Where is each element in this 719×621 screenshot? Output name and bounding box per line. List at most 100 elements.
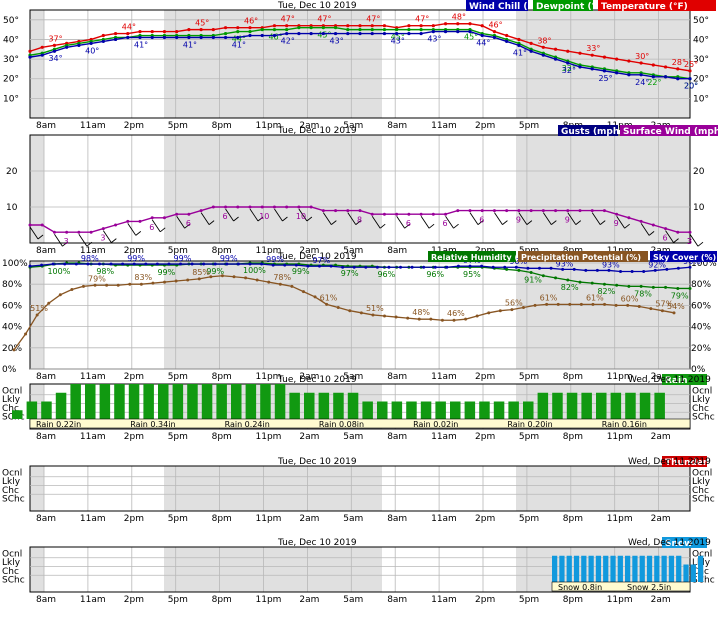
- percent-point: [81, 284, 85, 288]
- temperature-data-label: 41°: [134, 40, 148, 49]
- wind-barb: [494, 212, 503, 225]
- legend-swatch: [662, 374, 707, 385]
- percent-point: [317, 264, 321, 268]
- level-label: SChc: [2, 576, 25, 586]
- time-tick-label: 11pm: [607, 121, 633, 131]
- precip-bar: [573, 555, 580, 582]
- wind-point: [40, 223, 44, 227]
- wind-barb: [469, 212, 479, 225]
- temperature-point: [126, 31, 130, 36]
- precip-bar: [406, 401, 417, 419]
- wind-barb-flag: [648, 231, 655, 236]
- temperature-point: [456, 30, 460, 34]
- precip-bar: [260, 384, 271, 419]
- percent-data-label: 56%: [505, 299, 523, 308]
- temperature-point: [113, 31, 118, 36]
- time-tick-label: 11pm: [256, 514, 282, 524]
- precip-bar: [420, 401, 432, 419]
- percent-point: [93, 283, 97, 287]
- wind-barb-flag: [697, 241, 704, 247]
- wind-barb-flag: [355, 220, 362, 225]
- precip-bar: [216, 384, 227, 419]
- time-tick-label: 11am: [431, 595, 457, 605]
- time-tick-label: 5am: [343, 121, 363, 131]
- temperature-point: [505, 33, 509, 38]
- legend-swatch: [662, 537, 707, 548]
- wind-barb-flag: [257, 216, 264, 222]
- percent-data-label: 99%: [157, 268, 175, 277]
- temperature-point: [260, 33, 264, 38]
- time-tick-label: 8pm: [563, 432, 583, 442]
- percent-point: [248, 262, 252, 266]
- percent-point: [664, 285, 668, 289]
- wind-point: [505, 209, 509, 213]
- y-tick-label: 30°: [3, 55, 19, 65]
- percent-point: [541, 274, 545, 278]
- temperature-point: [529, 41, 533, 45]
- temperature-data-label: 22°: [647, 78, 661, 87]
- percent-point: [595, 268, 599, 272]
- time-tick-label: 5pm: [168, 372, 188, 382]
- wind-barb: [298, 208, 308, 222]
- wind-data-label: 6: [663, 234, 668, 243]
- time-tick-label: 8pm: [212, 372, 232, 382]
- time-tick-label: 2am: [299, 432, 319, 442]
- temperature-point: [248, 30, 252, 34]
- wind-data-label: 6: [479, 216, 484, 225]
- time-tick-label: 11am: [80, 595, 106, 605]
- percent-point: [676, 266, 680, 270]
- precip-bar: [12, 410, 23, 419]
- time-tick-label: 2pm: [124, 514, 144, 524]
- legend-swatch: [533, 0, 593, 11]
- wind-point: [566, 209, 570, 213]
- panel-date: Tue, Dec 10 2019: [277, 538, 357, 548]
- precip-bar: [201, 384, 213, 419]
- temperature-point: [346, 31, 350, 36]
- temperature-data-label: 40°: [85, 46, 99, 55]
- temperature-point: [333, 31, 338, 36]
- wind-barb-flag: [282, 216, 288, 222]
- temperature-data-label: 44°: [122, 23, 136, 32]
- temperature-data-label: 44°: [476, 39, 490, 48]
- wind-barb: [518, 212, 528, 225]
- temperature-data-label: 41°: [232, 40, 246, 49]
- wind-barb-flag: [184, 223, 190, 229]
- wind-point: [541, 209, 545, 213]
- amount-label: Rain 0.08in: [319, 420, 364, 429]
- y-tick-label: 20: [6, 167, 18, 177]
- wind-barb: [640, 223, 650, 236]
- precip-bar: [566, 392, 578, 419]
- percent-point: [186, 278, 190, 282]
- wind-data-label: 6: [223, 212, 228, 221]
- night-shade: [516, 10, 690, 118]
- temperature-point: [113, 37, 118, 42]
- percent-point: [602, 282, 606, 286]
- time-tick-label: 2am: [299, 246, 319, 256]
- precip-bar: [274, 384, 286, 419]
- wind-barb-flag: [331, 220, 337, 225]
- wind-barb-flag: [428, 223, 435, 229]
- temperature-point: [77, 43, 81, 47]
- precip-bar: [625, 555, 631, 582]
- percent-point: [40, 263, 44, 267]
- time-tick-label: 11pm: [607, 514, 633, 524]
- precip-bar: [245, 384, 257, 419]
- time-tick-label: 2pm: [124, 595, 144, 605]
- percent-point: [12, 348, 16, 352]
- temperature-point: [211, 35, 215, 40]
- y-tick-label: 50°: [3, 16, 19, 26]
- time-tick-label: 5am: [343, 432, 363, 442]
- temperature-point: [199, 35, 203, 40]
- percent-point: [35, 313, 39, 317]
- level-label: SChc: [692, 576, 715, 586]
- temperature-data-label: 20°: [684, 82, 698, 91]
- wind-barb-flag: [135, 231, 142, 236]
- percent-point: [325, 302, 329, 306]
- percent-point: [128, 282, 132, 286]
- y-tick-label: 100%: [2, 259, 28, 269]
- precip-bar: [318, 392, 330, 419]
- wind-point: [444, 212, 448, 216]
- percent-data-label: 95%: [463, 270, 481, 279]
- wind-data-label: 6: [149, 223, 154, 232]
- wind-data-label: 9: [614, 219, 619, 228]
